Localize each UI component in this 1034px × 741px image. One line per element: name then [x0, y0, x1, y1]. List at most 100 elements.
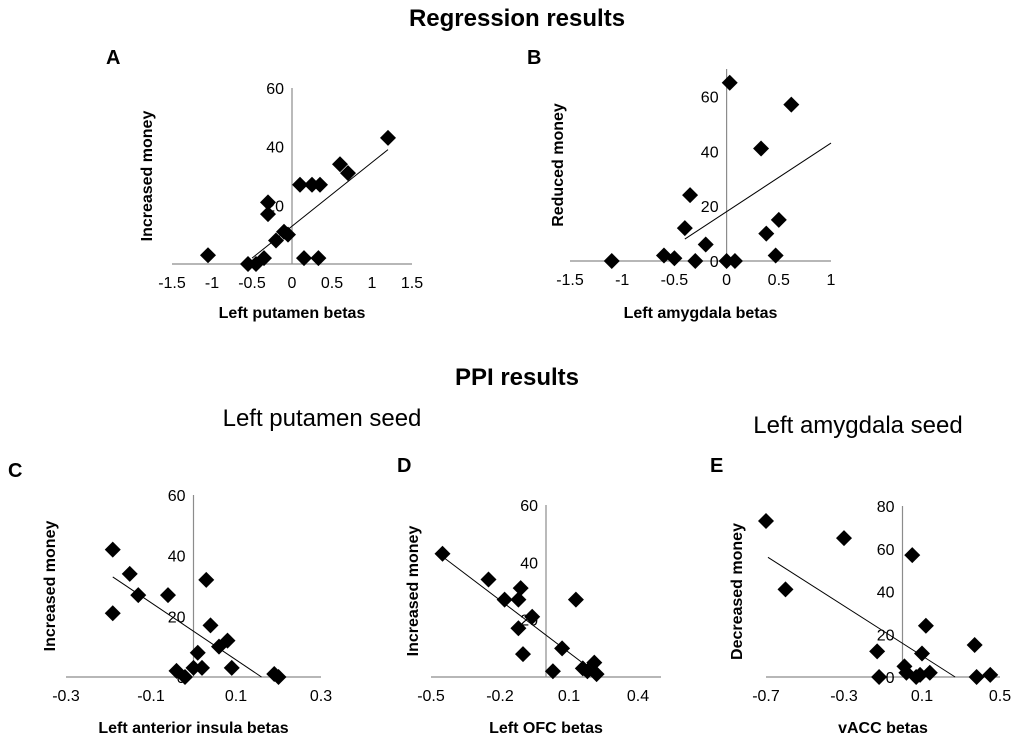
panel-e-y-tick-label: 60 [877, 542, 895, 559]
panel-d-x-tick-label: 0.4 [627, 688, 649, 705]
regression-header: Regression results [409, 5, 625, 32]
panel-a-data-point [340, 165, 356, 182]
panel-c-data-point [185, 659, 202, 676]
panel-c-y-tick-label: 60 [168, 488, 186, 505]
panel-a-y-tick-label: 40 [266, 140, 284, 157]
panel-c-y-tick-label: 20 [168, 609, 186, 626]
panel-a-x-tick-label: -1.5 [158, 275, 186, 292]
panel-e-y-tick-label: 40 [877, 585, 895, 602]
panel-c-x-tick-label: 0.1 [225, 688, 247, 705]
panel-b-x-tick-label: -1 [615, 272, 629, 289]
panel-b-x-tick-label: 0.5 [768, 272, 790, 289]
panel-b-data-point [603, 253, 620, 269]
panel-b-letter: B [527, 47, 541, 69]
panel-e-x-tick-label: 0.5 [989, 688, 1011, 705]
panel-e-x-tick-label: 0.1 [911, 688, 933, 705]
panel-c-data-point [189, 644, 206, 661]
panel-d-y-tick-label: 40 [520, 555, 538, 572]
panel-d-x-tick-label: 0.1 [558, 688, 580, 705]
panel-a-data-point [292, 176, 308, 193]
panel-b-y-tick-label: 0 [710, 254, 719, 271]
panel-e-data-point [917, 617, 934, 634]
panel-c-data-point [104, 605, 121, 622]
panel-a-data-point [280, 226, 296, 243]
panel-b-data-point [687, 253, 704, 269]
panel-d-y-tick-label: 60 [520, 498, 538, 515]
ppi-header: PPI results [455, 364, 579, 391]
panel-a-letter: A [106, 47, 120, 69]
panel-c-data-point [202, 617, 219, 634]
panel-c-x-tick-label: 0.3 [310, 688, 332, 705]
panel-a-data-point [332, 156, 348, 173]
panel-c-data-point [223, 659, 240, 676]
panel-c-x-tick-label: -0.3 [52, 688, 80, 705]
panel-c-letter: C [8, 460, 22, 482]
panel-e-y-tick-label: 80 [877, 499, 895, 516]
panel-e-y-tick-label: 0 [886, 670, 895, 687]
panel-a-data-point [256, 250, 272, 267]
panel-c-x-tick-label: -0.1 [137, 688, 165, 705]
panel-b-data-point [721, 74, 738, 91]
panel-e-data-point [836, 530, 852, 547]
panel-e-y-axis-label: Decreased money [729, 523, 746, 660]
putamen-seed-header: Left putamen seed [223, 405, 422, 432]
panel-c-data-point [198, 571, 215, 588]
panel-e-x-axis-label: vACC betas [838, 720, 928, 737]
amygdala-seed-header: Left amygdala seed [753, 412, 962, 439]
panel-b-x-tick-label: -1.5 [556, 272, 584, 289]
panel-b-y-tick-label: 20 [701, 199, 719, 216]
panel-b-data-point [676, 220, 693, 237]
panel-b-trend-line [684, 142, 832, 240]
panel-d-data-point [512, 580, 529, 597]
panel-d-data-point [480, 571, 497, 588]
panel-d-data-point [496, 591, 513, 608]
panel-d-data-point [586, 654, 603, 671]
panel-b-y-tick-label: 60 [701, 89, 719, 106]
panel-d-data-point [434, 545, 451, 562]
panel-e-data-point [982, 666, 999, 683]
panel-a-data-point [200, 247, 216, 264]
panel-c-y-tick-label: 40 [168, 549, 186, 566]
panel-a-x-tick-label: 0 [288, 275, 297, 292]
panel-e-data-point [966, 636, 983, 653]
panel-a-data-point [260, 206, 276, 223]
panel-e-data-point [968, 669, 985, 685]
panel-c-data-point [270, 669, 287, 685]
panel-a-x-tick-label: 0.5 [321, 275, 343, 292]
panel-c-data-point [130, 587, 147, 604]
panel-e-letter: E [710, 455, 723, 477]
panel-a-data-point [296, 250, 312, 267]
panel-b-data-point [726, 253, 743, 269]
panel-a-x-tick-label: -0.5 [238, 275, 266, 292]
panel-b-x-tick-label: 0 [722, 272, 731, 289]
panel-d-data-point [510, 620, 527, 637]
panel-d-data-point [510, 591, 527, 608]
panel-e-x-tick-label: -0.3 [830, 688, 858, 705]
panel-b-data-point [783, 96, 800, 113]
panel-c-data-point [177, 669, 193, 685]
panel-e-data-point [904, 547, 921, 564]
panel-e-data-point [914, 645, 930, 662]
panel-d-x-axis-label: Left OFC betas [489, 720, 603, 737]
panel-c-y-axis-label: Increased money [42, 521, 59, 652]
panel-b-data-point [767, 247, 784, 264]
panel-a-x-axis-label: Left putamen betas [219, 305, 366, 322]
panel-c-data-point [160, 587, 176, 604]
panel-b-data-point [666, 250, 683, 267]
panel-e-y-tick-label: 20 [877, 627, 895, 644]
panel-a-data-point [312, 176, 328, 193]
panel-b-data-point [758, 225, 775, 242]
panel-a-data-point [380, 129, 396, 146]
panel-d-letter: D [397, 455, 411, 477]
panel-d-y-axis-label: Increased money [405, 526, 422, 657]
panel-a-x-tick-label: -1 [205, 275, 219, 292]
panel-b-data-point [697, 236, 714, 253]
panel-e-data-point [758, 512, 774, 529]
panel-a-x-tick-label: 1.5 [401, 275, 423, 292]
panel-e-data-point [777, 581, 794, 598]
panel-b-x-axis-label: Left amygdala betas [624, 305, 778, 322]
panel-b-data-point [718, 253, 735, 269]
panel-c-data-point [121, 565, 138, 582]
panel-d-x-tick-label: -0.5 [417, 688, 445, 705]
